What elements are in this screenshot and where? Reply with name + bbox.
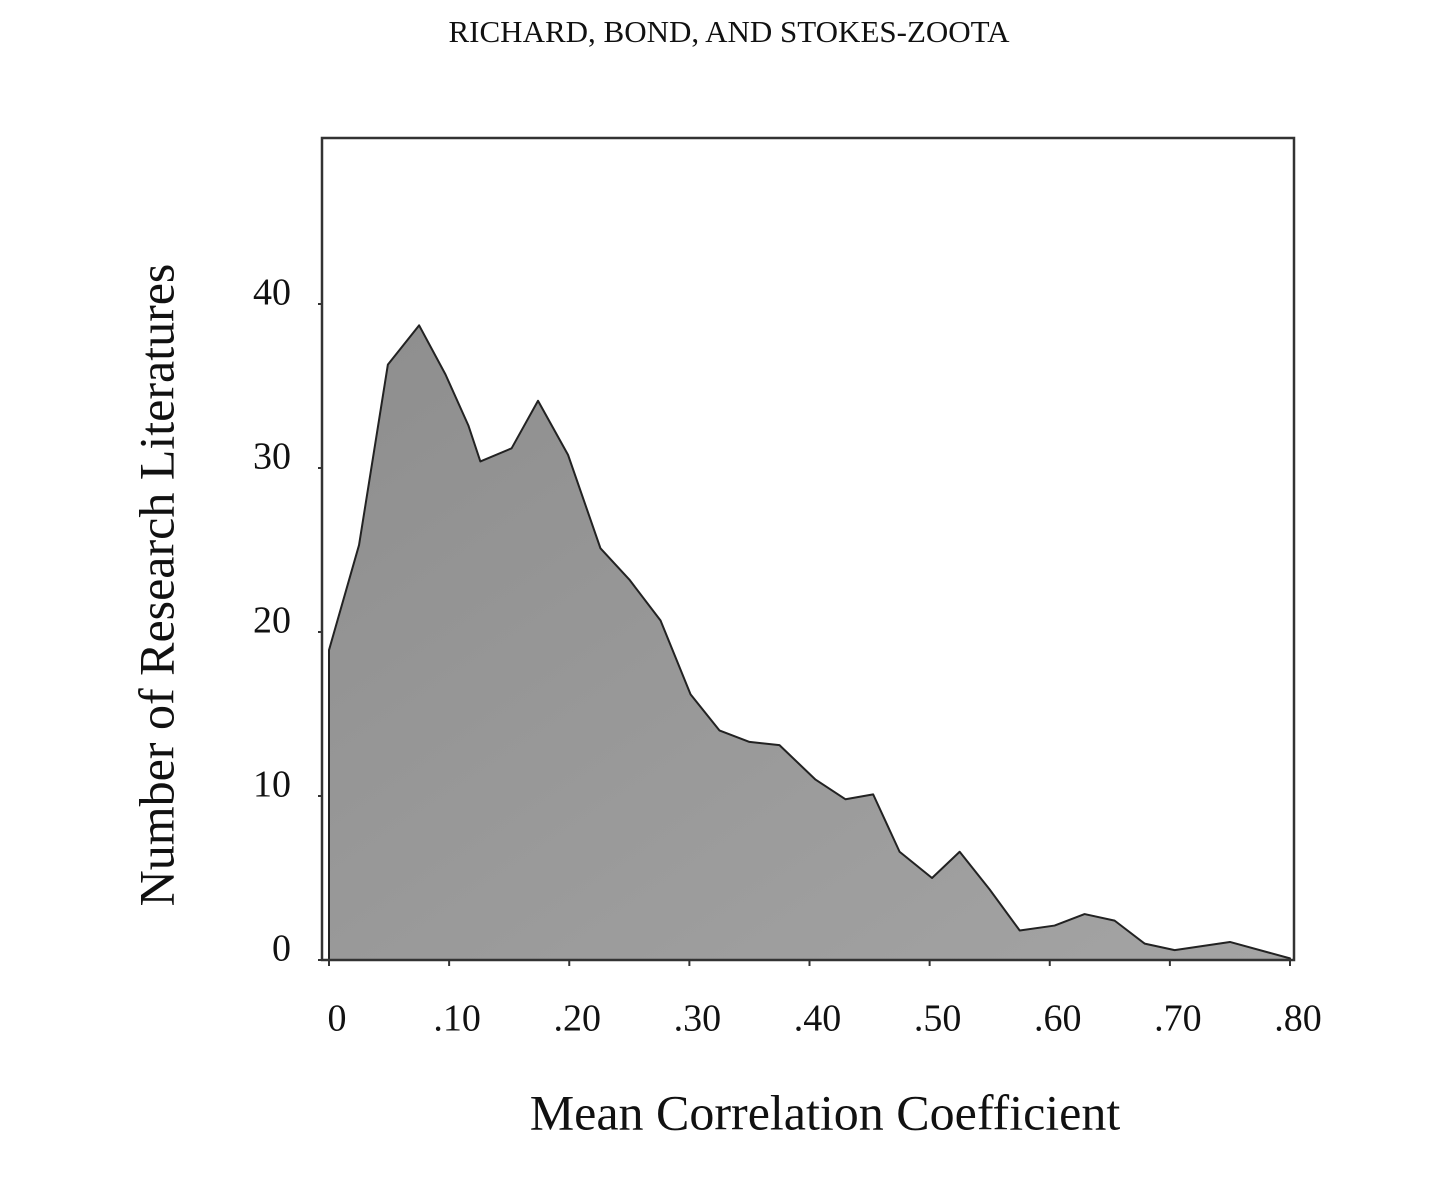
page-header: RICHARD, BOND, AND STOKES-ZOOTA	[449, 14, 1011, 49]
plot-frame	[320, 136, 1296, 962]
x-tick-label: .70	[1154, 998, 1202, 1040]
y-tick-label: 20	[253, 600, 291, 642]
x-tick-label: .60	[1034, 998, 1082, 1040]
x-tick-label: .10	[433, 998, 481, 1040]
y-tick-label: 30	[253, 436, 291, 478]
x-tick-label: .80	[1274, 998, 1322, 1040]
x-tick-label: .40	[794, 998, 842, 1040]
y-tick-label: 0	[272, 928, 291, 970]
y-tick-label: 40	[253, 272, 291, 314]
x-tick-label: .30	[674, 998, 722, 1040]
x-tick-label: 0	[328, 998, 347, 1040]
x-tick-label: .50	[914, 998, 962, 1040]
y-axis-label: Number of Research Literatures	[128, 264, 184, 907]
x-axis-label: Mean Correlation Coefficient	[530, 1084, 1121, 1140]
x-tick-label: .20	[554, 998, 602, 1040]
y-tick-label: 10	[253, 764, 291, 806]
area	[328, 324, 1291, 961]
